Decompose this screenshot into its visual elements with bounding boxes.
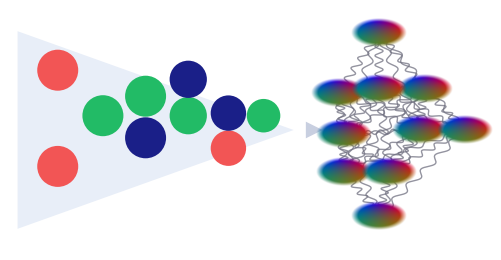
Point (224, 146, 232, 150)
Point (184, 114, 192, 118)
Point (54, 68, 62, 72)
Point (99, 114, 107, 118)
Point (259, 114, 267, 118)
Point (184, 77, 192, 81)
Polygon shape (18, 31, 293, 229)
Point (54, 164, 62, 168)
Point (141, 136, 149, 140)
Point (141, 94, 149, 98)
Point (224, 111, 232, 115)
